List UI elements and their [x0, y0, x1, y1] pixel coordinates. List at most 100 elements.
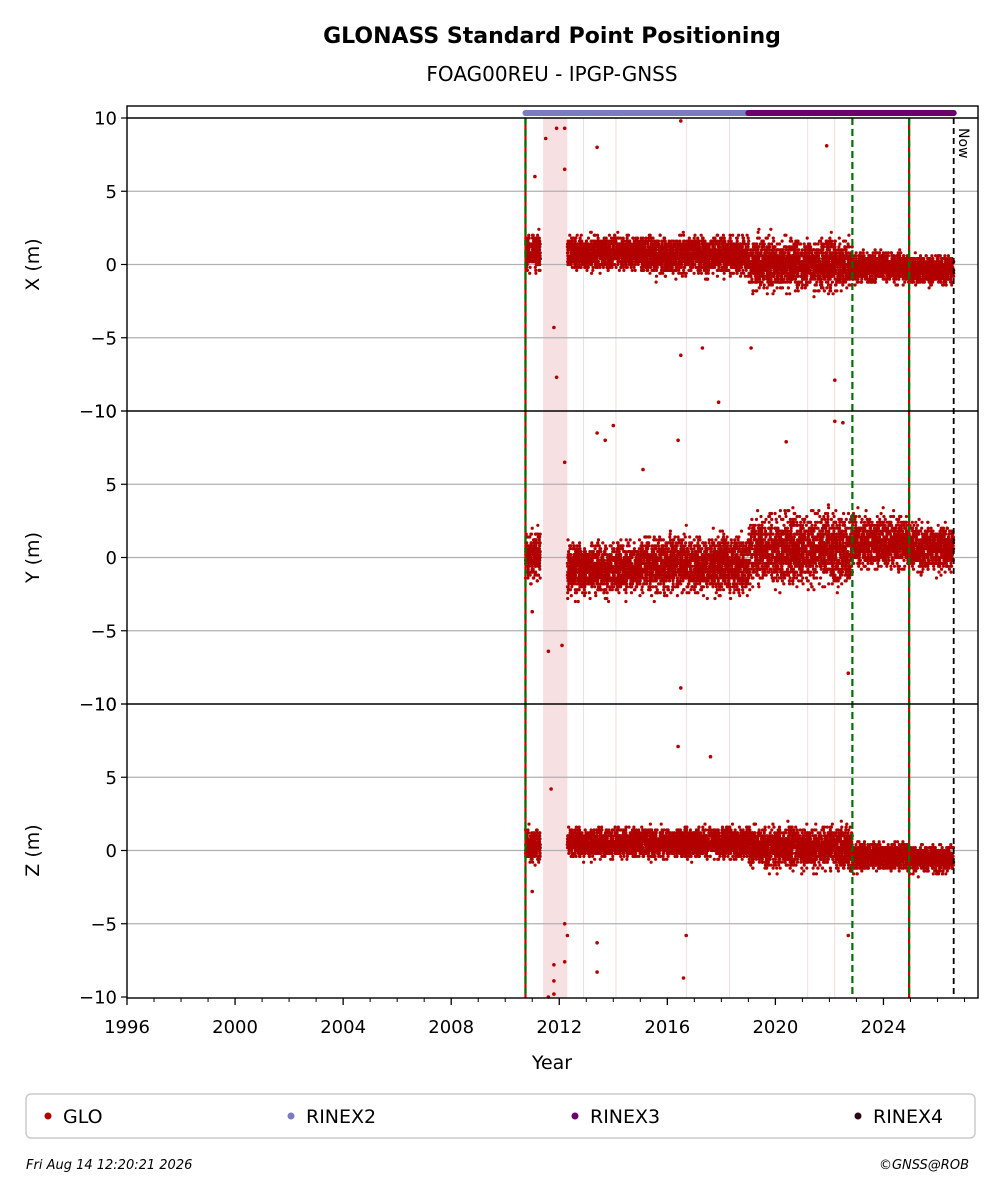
- data-point: [575, 233, 579, 237]
- data-point: [780, 239, 784, 243]
- data-point: [690, 265, 694, 269]
- data-point: [727, 268, 731, 272]
- data-point: [757, 227, 761, 231]
- data-point: [614, 248, 618, 252]
- data-point: [702, 257, 707, 261]
- data-point: [626, 233, 631, 237]
- data-point: [645, 260, 650, 264]
- data-point: [625, 251, 629, 255]
- data-point: [833, 283, 838, 287]
- data-point: [828, 286, 832, 290]
- data-point: [727, 239, 731, 243]
- data-point: [578, 257, 582, 261]
- data-point: [776, 274, 781, 278]
- data-point: [837, 245, 841, 249]
- data-point: [833, 265, 837, 269]
- data-point: [756, 260, 760, 264]
- data-point: [807, 265, 811, 269]
- data-point: [658, 262, 662, 267]
- data-point: [648, 233, 652, 237]
- data-point: [746, 236, 750, 240]
- data-point: [584, 239, 589, 243]
- data-point: [788, 292, 792, 296]
- data-point: [566, 248, 570, 252]
- data-point: [771, 236, 775, 240]
- data-point: [795, 242, 799, 246]
- data-point: [718, 248, 722, 252]
- data-point: [768, 268, 773, 272]
- data-point: [771, 257, 775, 261]
- data-point: [756, 230, 760, 234]
- data-point: [682, 239, 686, 243]
- data-point: [538, 239, 542, 243]
- data-point: [596, 251, 600, 255]
- data-point: [680, 248, 684, 252]
- data-point: [661, 260, 665, 264]
- data-point: [533, 242, 537, 246]
- data-point: [597, 239, 601, 243]
- data-point: [601, 262, 605, 267]
- data-point: [820, 271, 824, 275]
- data-point: [634, 242, 638, 246]
- data-point: [538, 257, 542, 261]
- data-point: [788, 239, 792, 243]
- data-point: [730, 260, 734, 264]
- data-point: [751, 271, 755, 275]
- data-point: [774, 271, 778, 275]
- data-point: [681, 271, 685, 275]
- data-point: [796, 280, 800, 284]
- data-point: [802, 271, 806, 275]
- data-point: [791, 254, 795, 258]
- data-point: [791, 248, 796, 252]
- data-point: [692, 236, 696, 240]
- data-point: [671, 254, 675, 258]
- data-point: [807, 254, 812, 258]
- data-point: [691, 260, 695, 264]
- data-point: [598, 248, 602, 252]
- data-point: [701, 242, 706, 246]
- data-point: [703, 262, 707, 267]
- data-point: [599, 257, 603, 261]
- data-point: [707, 245, 711, 249]
- data-point: [593, 254, 597, 258]
- data-point: [757, 268, 761, 272]
- data-point: [799, 251, 803, 255]
- data-point: [898, 248, 902, 252]
- data-point: [589, 262, 593, 267]
- data-point: [666, 260, 670, 264]
- data-point: [747, 265, 751, 269]
- data-point: [753, 245, 757, 249]
- data-point: [709, 239, 713, 243]
- data-point: [841, 280, 845, 284]
- data-point: [775, 257, 779, 261]
- data-point: [725, 245, 729, 249]
- data-point: [659, 268, 664, 272]
- data-point: [835, 289, 839, 293]
- data-point: [596, 245, 600, 249]
- data-point: [772, 248, 776, 252]
- data-point: [778, 286, 783, 290]
- data-point: [785, 292, 789, 296]
- data-point: [676, 251, 681, 255]
- data-point: [569, 242, 573, 246]
- data-point: [694, 260, 698, 264]
- data-point: [611, 257, 615, 261]
- data-point: [710, 254, 714, 258]
- data-point: [786, 260, 790, 264]
- data-point: [671, 245, 675, 249]
- data-point: [761, 242, 765, 246]
- data-point: [831, 260, 835, 264]
- data-point: [586, 236, 591, 240]
- data-point: [829, 283, 833, 287]
- data-point: [537, 227, 541, 231]
- data-point: [654, 280, 658, 284]
- data-point: [837, 268, 841, 272]
- data-point: [756, 271, 761, 275]
- data-point: [633, 260, 638, 264]
- data-point: [648, 245, 652, 249]
- data-point: [624, 265, 628, 269]
- data-point: [663, 268, 667, 272]
- data-point: [628, 242, 632, 246]
- data-point: [833, 254, 837, 258]
